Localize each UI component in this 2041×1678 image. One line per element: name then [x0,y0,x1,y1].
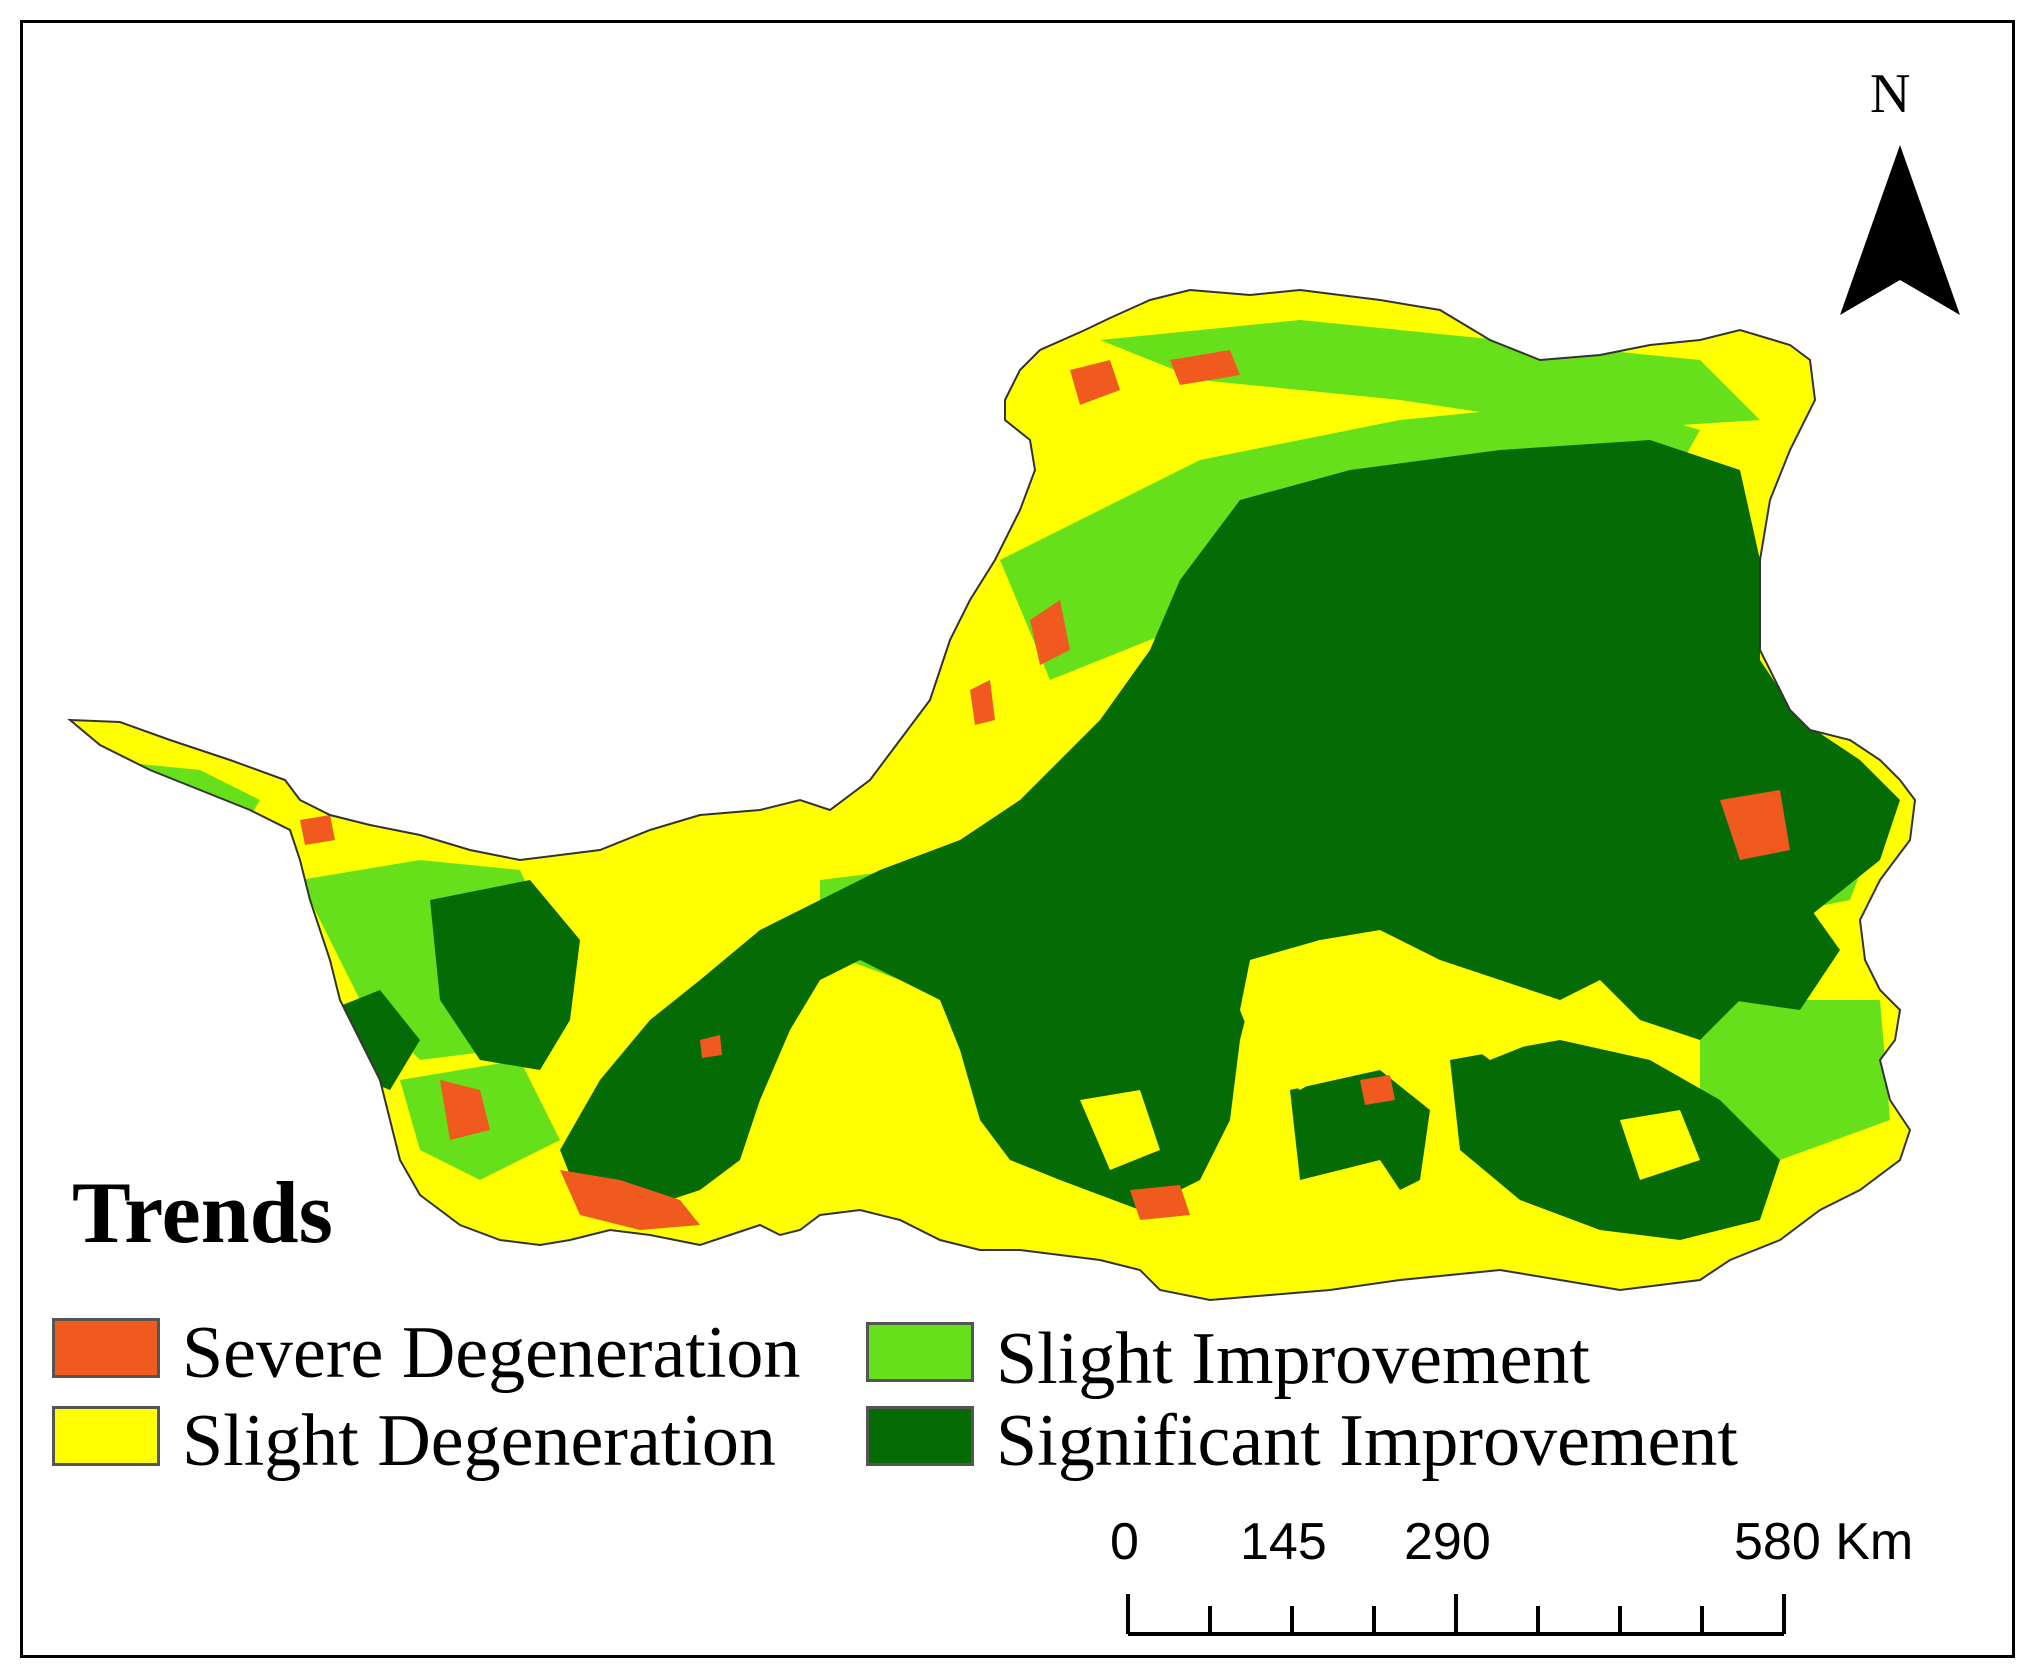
slight-degeneration-pocket [1450,980,1540,1060]
severe-degeneration-patch [1360,1075,1395,1105]
significant-improvement-area [1700,880,1840,1010]
severe-degeneration-patch [440,1080,490,1140]
legend-swatch-severe [52,1318,160,1378]
slight-improvement-patch [1100,320,1760,430]
slight-improvement-patch [1700,1000,1890,1160]
slight-degeneration-pocket [1080,1090,1160,1170]
legend-label-severe: Severe Degeneration [182,1312,801,1394]
slight-degeneration-pocket [1620,1110,1700,1180]
legend-swatch-slight-degeneration [52,1406,160,1466]
significant-improvement-area [1450,1040,1780,1240]
legend-label-significant-improvement: Significant Improvement [996,1400,1738,1482]
north-arrow-icon [1840,145,1960,315]
legend-swatch-slight-improvement [866,1322,974,1382]
significant-improvement-area [430,880,580,1070]
severe-degeneration-patch [560,1170,700,1230]
severe-degeneration-patch [1070,360,1120,405]
severe-degeneration-patch [970,680,995,725]
severe-degeneration-patch [700,1035,722,1058]
legend-swatch-significant-improvement [866,1406,974,1466]
region-outline [67,288,1917,1302]
north-label: N [1870,63,1911,125]
severe-degeneration-patch [1720,790,1790,860]
map-frame [20,20,2015,1658]
severe-degeneration-patch [1170,350,1240,385]
severe-degeneration-patch [1130,1185,1190,1220]
scale-bar [1126,1594,1786,1636]
scale-label-580: 580 Km [1734,1513,1914,1571]
north-arrow-right-half [1900,145,1960,315]
severe-degeneration-patch [1030,600,1070,665]
legend-title: Trends [72,1165,333,1262]
severe-degeneration-patch [300,815,335,845]
north-arrow-left-half [1840,145,1900,315]
slight-degeneration-pocket [1300,1160,1420,1250]
legend-label-slight-improvement: Slight Improvement [996,1318,1590,1400]
significant-improvement-area [560,440,1900,1210]
legend-label-slight-degeneration: Slight Degeneration [182,1400,776,1482]
slight-degeneration-pocket [1240,940,1360,1090]
scale-label-0: 0 [1110,1513,1139,1571]
scale-label-290: 290 [1404,1513,1491,1571]
scale-label-145: 145 [1240,1513,1327,1571]
